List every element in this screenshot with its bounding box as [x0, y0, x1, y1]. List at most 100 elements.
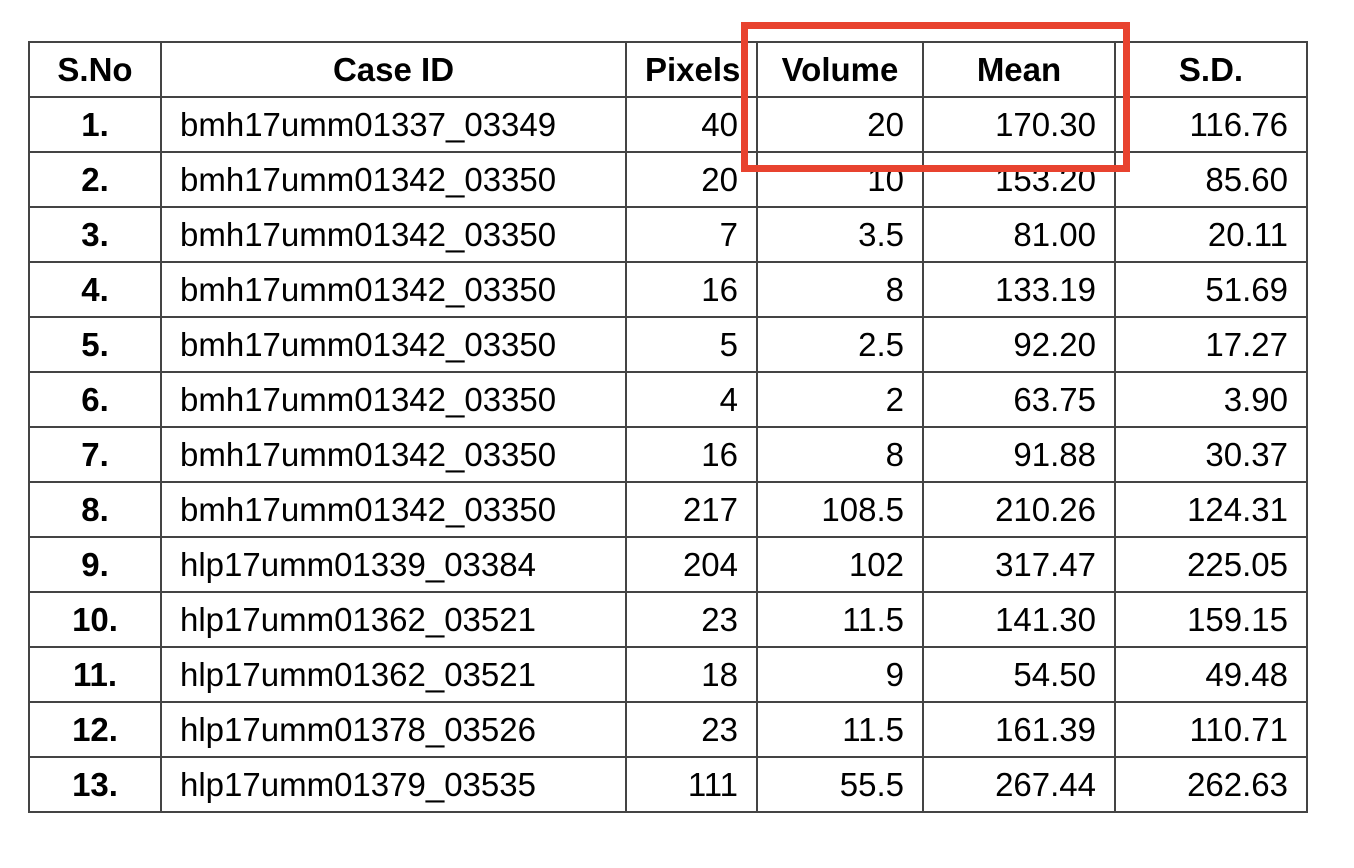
- cell-case-id: hlp17umm01378_03526: [160, 701, 627, 758]
- cell-case-id: bmh17umm01342_03350: [160, 206, 627, 263]
- cell-pixels: 23: [625, 701, 758, 758]
- header-mean: Mean: [922, 41, 1116, 98]
- cell-sno: 11.: [28, 646, 162, 703]
- results-table-container: S.No Case ID Pixels Volume Mean S.D. 1. b…: [28, 41, 1308, 813]
- cell-pixels: 23: [625, 591, 758, 648]
- cell-mean: 267.44: [922, 756, 1116, 813]
- cell-mean: 317.47: [922, 536, 1116, 593]
- table-row: 7. bmh17umm01342_03350 16 8 91.88 30.37: [28, 426, 1308, 483]
- header-case-id: Case ID: [160, 41, 627, 98]
- cell-case-id: hlp17umm01362_03521: [160, 591, 627, 648]
- table-row: 5. bmh17umm01342_03350 5 2.5 92.20 17.27: [28, 316, 1308, 373]
- cell-mean: 153.20: [922, 151, 1116, 208]
- cell-sd: 51.69: [1114, 261, 1308, 318]
- cell-volume: 2.5: [756, 316, 924, 373]
- cell-volume: 8: [756, 426, 924, 483]
- cell-case-id: bmh17umm01342_03350: [160, 371, 627, 428]
- cell-case-id: hlp17umm01379_03535: [160, 756, 627, 813]
- cell-mean: 54.50: [922, 646, 1116, 703]
- cell-case-id: bmh17umm01342_03350: [160, 481, 627, 538]
- table-row: 1. bmh17umm01337_03349 40 20 170.30 116.76: [28, 96, 1308, 153]
- cell-case-id: bmh17umm01337_03349: [160, 96, 627, 153]
- cell-sno: 12.: [28, 701, 162, 758]
- cell-pixels: 204: [625, 536, 758, 593]
- cell-sd: 85.60: [1114, 151, 1308, 208]
- cell-case-id: hlp17umm01362_03521: [160, 646, 627, 703]
- cell-sno: 8.: [28, 481, 162, 538]
- cell-mean: 141.30: [922, 591, 1116, 648]
- cell-case-id: hlp17umm01339_03384: [160, 536, 627, 593]
- table-row: 11. hlp17umm01362_03521 18 9 54.50 49.48: [28, 646, 1308, 703]
- cell-sno: 1.: [28, 96, 162, 153]
- table-row: 4. bmh17umm01342_03350 16 8 133.19 51.69: [28, 261, 1308, 318]
- cell-sd: 49.48: [1114, 646, 1308, 703]
- cell-case-id: bmh17umm01342_03350: [160, 426, 627, 483]
- cell-sno: 4.: [28, 261, 162, 318]
- cell-sno: 5.: [28, 316, 162, 373]
- cell-sd: 262.63: [1114, 756, 1308, 813]
- cell-mean: 63.75: [922, 371, 1116, 428]
- cell-sno: 6.: [28, 371, 162, 428]
- cell-volume: 2: [756, 371, 924, 428]
- cell-mean: 81.00: [922, 206, 1116, 263]
- table-row: 9. hlp17umm01339_03384 204 102 317.47 225.05: [28, 536, 1308, 593]
- header-pixels: Pixels: [625, 41, 758, 98]
- cell-pixels: 16: [625, 426, 758, 483]
- results-table: S.No Case ID Pixels Volume Mean S.D. 1. b…: [28, 41, 1308, 813]
- cell-pixels: 18: [625, 646, 758, 703]
- cell-volume: 11.5: [756, 591, 924, 648]
- table-row: 12. hlp17umm01378_03526 23 11.5 161.39 110.71: [28, 701, 1308, 758]
- table-row: 6. bmh17umm01342_03350 4 2 63.75 3.90: [28, 371, 1308, 428]
- cell-sd: 159.15: [1114, 591, 1308, 648]
- cell-case-id: bmh17umm01342_03350: [160, 316, 627, 373]
- cell-sno: 10.: [28, 591, 162, 648]
- cell-volume: 20: [756, 96, 924, 153]
- header-volume: Volume: [756, 41, 924, 98]
- cell-pixels: 20: [625, 151, 758, 208]
- cell-mean: 133.19: [922, 261, 1116, 318]
- cell-mean: 91.88: [922, 426, 1116, 483]
- cell-sno: 9.: [28, 536, 162, 593]
- cell-volume: 9: [756, 646, 924, 703]
- cell-sd: 17.27: [1114, 316, 1308, 373]
- header-sd: S.D.: [1114, 41, 1308, 98]
- cell-sd: 124.31: [1114, 481, 1308, 538]
- table-row: 2. bmh17umm01342_03350 20 10 153.20 85.60: [28, 151, 1308, 208]
- cell-volume: 11.5: [756, 701, 924, 758]
- cell-pixels: 217: [625, 481, 758, 538]
- cell-pixels: 111: [625, 756, 758, 813]
- cell-case-id: bmh17umm01342_03350: [160, 261, 627, 318]
- cell-mean: 92.20: [922, 316, 1116, 373]
- cell-mean: 210.26: [922, 481, 1116, 538]
- table-row: 8. bmh17umm01342_03350 217 108.5 210.26 124.3…: [28, 481, 1308, 538]
- table-row: 3. bmh17umm01342_03350 7 3.5 81.00 20.11: [28, 206, 1308, 263]
- cell-sd: 20.11: [1114, 206, 1308, 263]
- cell-sd: 3.90: [1114, 371, 1308, 428]
- table-row: 10. hlp17umm01362_03521 23 11.5 141.30 159.15: [28, 591, 1308, 648]
- cell-volume: 10: [756, 151, 924, 208]
- cell-volume: 8: [756, 261, 924, 318]
- cell-sd: 110.71: [1114, 701, 1308, 758]
- cell-sd: 116.76: [1114, 96, 1308, 153]
- cell-pixels: 40: [625, 96, 758, 153]
- cell-sno: 3.: [28, 206, 162, 263]
- header-row: S.No Case ID Pixels Volume Mean S.D.: [28, 41, 1308, 98]
- header-sno: S.No: [28, 41, 162, 98]
- cell-volume: 108.5: [756, 481, 924, 538]
- cell-mean: 170.30: [922, 96, 1116, 153]
- cell-case-id: bmh17umm01342_03350: [160, 151, 627, 208]
- table-body: 1. bmh17umm01337_03349 40 20 170.30 116.76 2. b…: [28, 96, 1308, 813]
- table-row: 13. hlp17umm01379_03535 111 55.5 267.44 262.6…: [28, 756, 1308, 813]
- cell-volume: 102: [756, 536, 924, 593]
- cell-pixels: 16: [625, 261, 758, 318]
- cell-sno: 13.: [28, 756, 162, 813]
- cell-sno: 2.: [28, 151, 162, 208]
- cell-mean: 161.39: [922, 701, 1116, 758]
- cell-volume: 3.5: [756, 206, 924, 263]
- cell-sno: 7.: [28, 426, 162, 483]
- cell-pixels: 4: [625, 371, 758, 428]
- cell-sd: 225.05: [1114, 536, 1308, 593]
- cell-pixels: 7: [625, 206, 758, 263]
- cell-pixels: 5: [625, 316, 758, 373]
- cell-volume: 55.5: [756, 756, 924, 813]
